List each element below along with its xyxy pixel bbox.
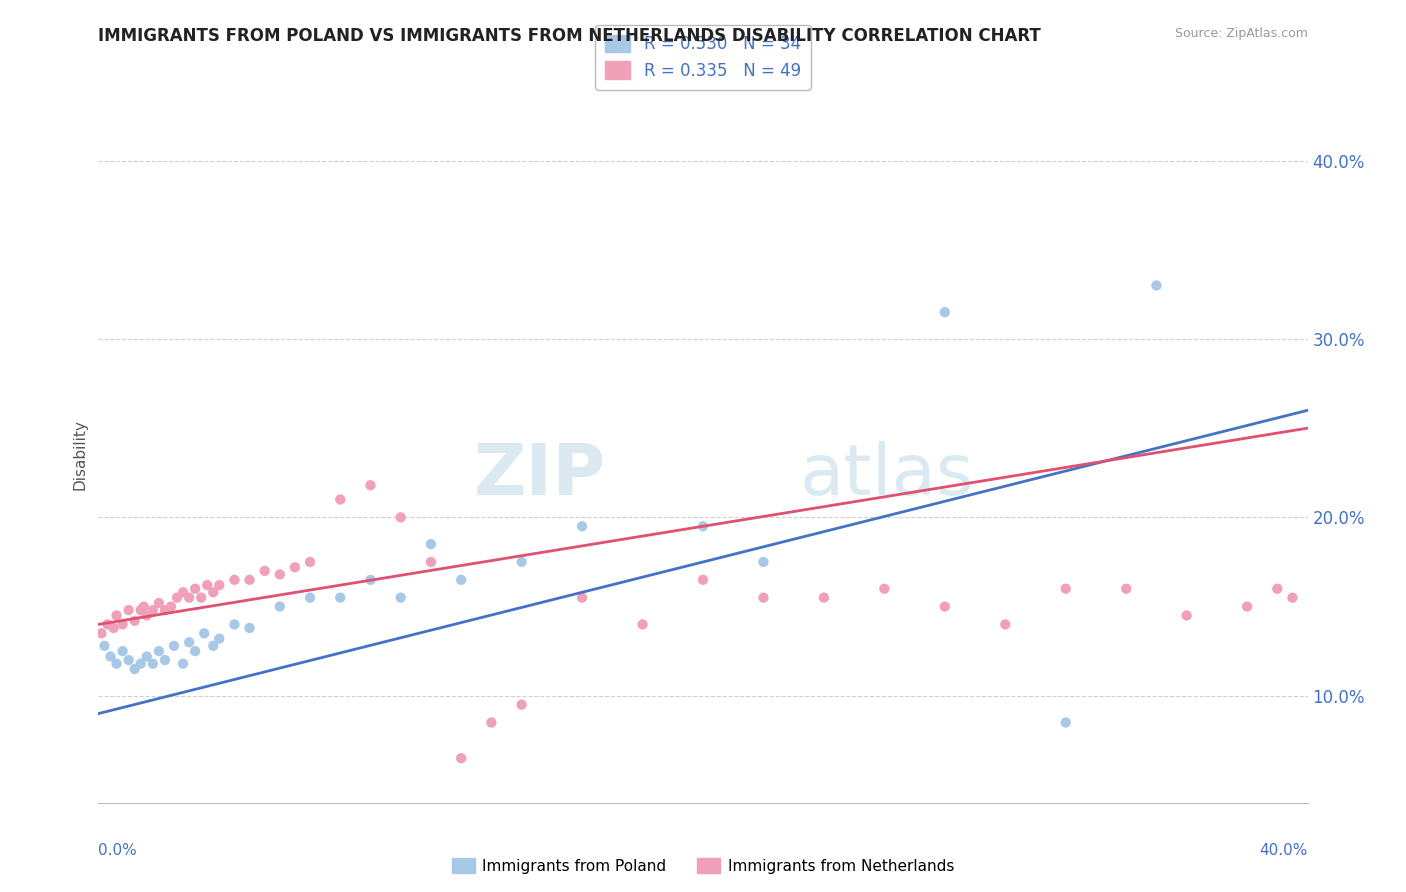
Point bbox=[208, 578, 231, 592]
Point bbox=[329, 591, 352, 605]
Point bbox=[184, 644, 207, 658]
Point bbox=[224, 617, 246, 632]
Point bbox=[163, 639, 186, 653]
Point bbox=[389, 510, 412, 524]
Point bbox=[269, 567, 291, 582]
Point bbox=[118, 603, 141, 617]
Point bbox=[994, 617, 1017, 632]
Point bbox=[239, 621, 262, 635]
Point bbox=[1115, 582, 1137, 596]
Point bbox=[360, 478, 382, 492]
Point bbox=[111, 617, 134, 632]
Text: Source: ZipAtlas.com: Source: ZipAtlas.com bbox=[1174, 27, 1308, 40]
Point bbox=[100, 649, 122, 664]
Point bbox=[172, 657, 194, 671]
Point bbox=[103, 621, 125, 635]
Point bbox=[208, 632, 231, 646]
Point bbox=[934, 305, 956, 319]
Point bbox=[224, 573, 246, 587]
Point bbox=[90, 626, 112, 640]
Point bbox=[166, 591, 188, 605]
Point bbox=[299, 591, 322, 605]
Point bbox=[105, 657, 128, 671]
Point bbox=[105, 608, 128, 623]
Point bbox=[142, 603, 165, 617]
Point bbox=[193, 626, 215, 640]
Point bbox=[124, 614, 146, 628]
Point bbox=[129, 603, 152, 617]
Text: atlas: atlas bbox=[800, 442, 974, 510]
Point bbox=[142, 657, 165, 671]
Point bbox=[184, 582, 207, 596]
Point bbox=[389, 591, 412, 605]
Point bbox=[752, 555, 775, 569]
Point bbox=[1054, 715, 1077, 730]
Point bbox=[1144, 278, 1167, 293]
Point bbox=[692, 519, 714, 533]
Point bbox=[148, 644, 170, 658]
Text: ZIP: ZIP bbox=[474, 442, 606, 510]
Y-axis label: Disability: Disability bbox=[72, 419, 87, 491]
Point bbox=[124, 662, 146, 676]
Point bbox=[160, 599, 183, 614]
Point bbox=[420, 555, 443, 569]
Point bbox=[1281, 591, 1303, 605]
Point bbox=[202, 585, 225, 599]
Point bbox=[510, 698, 533, 712]
Point bbox=[118, 653, 141, 667]
Point bbox=[239, 573, 262, 587]
Point bbox=[450, 751, 472, 765]
Point bbox=[148, 596, 170, 610]
Point bbox=[360, 573, 382, 587]
Point bbox=[571, 591, 593, 605]
Point bbox=[873, 582, 896, 596]
Point bbox=[934, 599, 956, 614]
Point bbox=[195, 578, 218, 592]
Text: IMMIGRANTS FROM POLAND VS IMMIGRANTS FROM NETHERLANDS DISABILITY CORRELATION CHA: IMMIGRANTS FROM POLAND VS IMMIGRANTS FRO… bbox=[98, 27, 1042, 45]
Point bbox=[96, 617, 118, 632]
Point bbox=[179, 591, 201, 605]
Point bbox=[692, 573, 714, 587]
Point bbox=[329, 492, 352, 507]
Point bbox=[510, 555, 533, 569]
Point bbox=[571, 519, 593, 533]
Point bbox=[269, 599, 291, 614]
Point bbox=[450, 573, 472, 587]
Legend: Immigrants from Poland, Immigrants from Netherlands: Immigrants from Poland, Immigrants from … bbox=[446, 852, 960, 880]
Point bbox=[752, 591, 775, 605]
Point bbox=[172, 585, 194, 599]
Point bbox=[253, 564, 276, 578]
Point bbox=[111, 644, 134, 658]
Text: 0.0%: 0.0% bbox=[98, 843, 138, 858]
Point bbox=[179, 635, 201, 649]
Point bbox=[481, 715, 503, 730]
Point bbox=[1267, 582, 1289, 596]
Point bbox=[190, 591, 212, 605]
Point bbox=[299, 555, 322, 569]
Point bbox=[202, 639, 225, 653]
Point bbox=[153, 603, 176, 617]
Point bbox=[129, 657, 152, 671]
Text: 40.0%: 40.0% bbox=[1260, 843, 1308, 858]
Point bbox=[1236, 599, 1258, 614]
Point bbox=[1175, 608, 1198, 623]
Point bbox=[93, 639, 115, 653]
Point bbox=[284, 560, 307, 574]
Point bbox=[1054, 582, 1077, 596]
Point bbox=[420, 537, 443, 551]
Legend: R = 0.530   N = 34, R = 0.335   N = 49: R = 0.530 N = 34, R = 0.335 N = 49 bbox=[595, 25, 811, 89]
Point bbox=[132, 599, 155, 614]
Point bbox=[153, 653, 176, 667]
Point bbox=[631, 617, 654, 632]
Point bbox=[135, 608, 157, 623]
Point bbox=[135, 649, 157, 664]
Point bbox=[813, 591, 835, 605]
